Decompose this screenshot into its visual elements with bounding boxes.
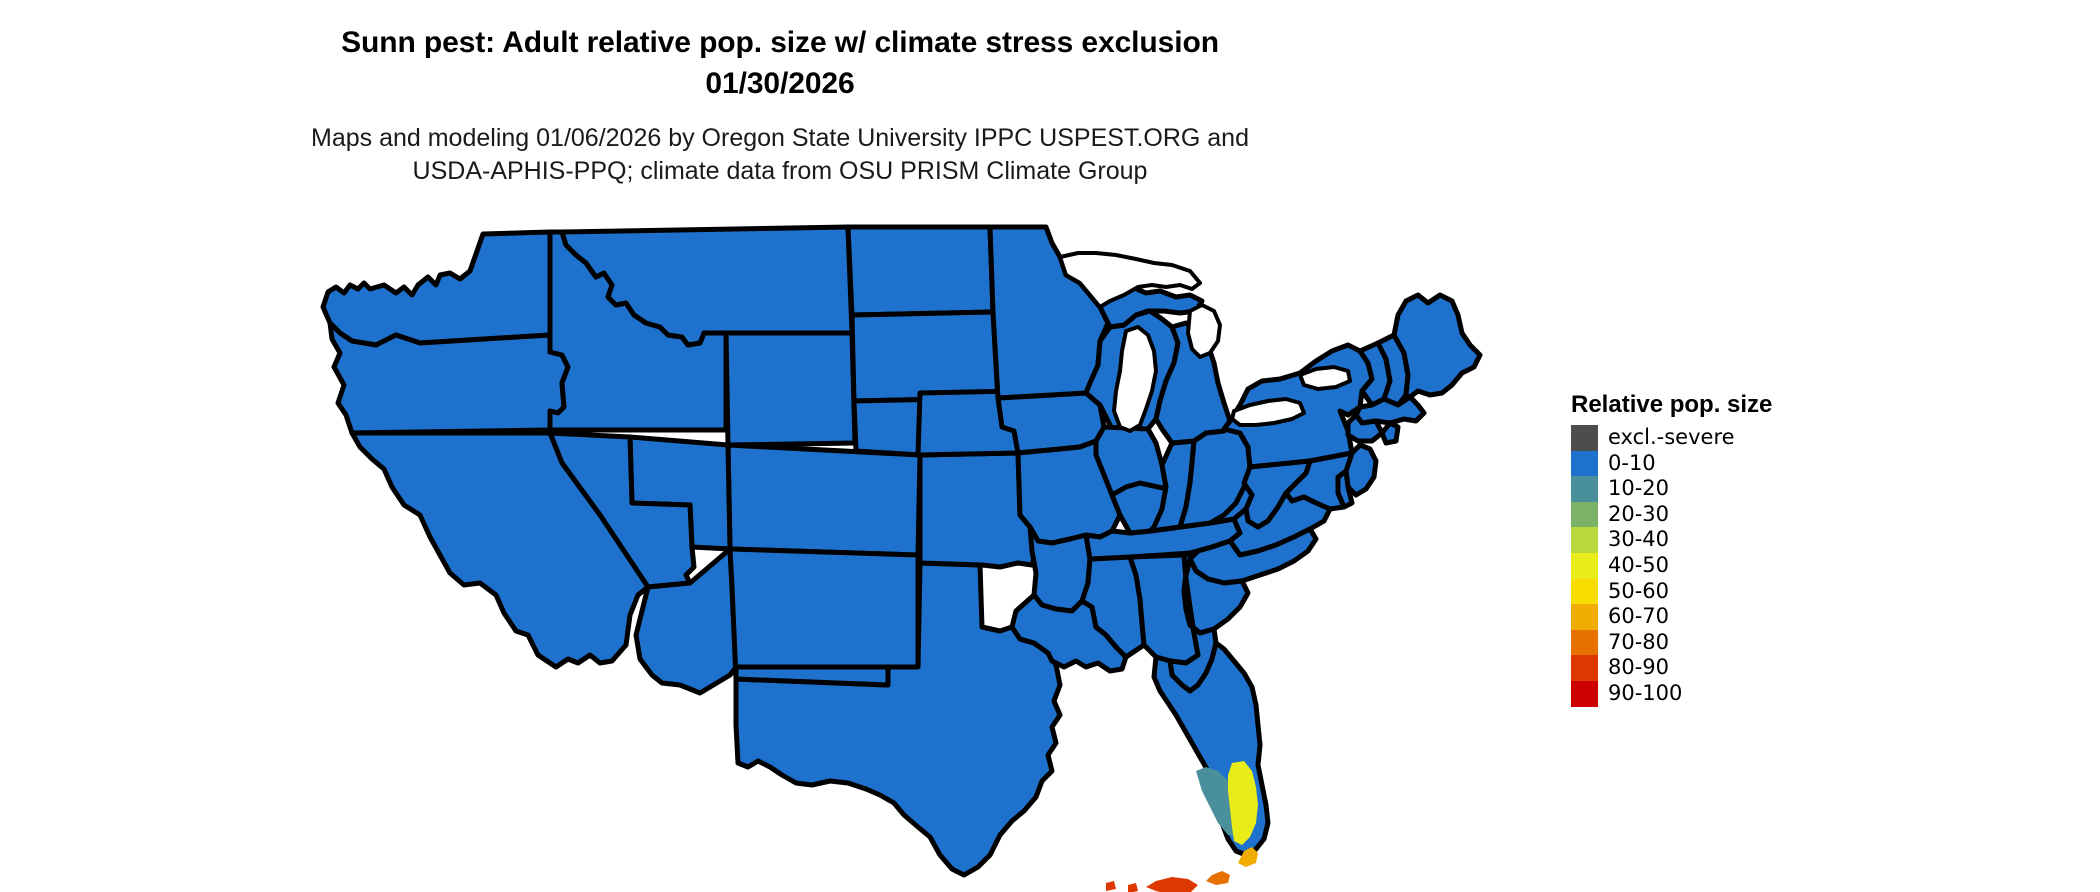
legend-entry-label: excl.-severe <box>1608 425 1735 449</box>
legend-entry-label: 0-10 <box>1608 450 1656 475</box>
state-washington <box>320 229 553 348</box>
legend-color-swatch <box>1571 680 1598 707</box>
us-map-svg <box>320 224 1483 892</box>
legend-entry-label: 70-80 <box>1608 629 1670 654</box>
legend-entry: excl.-severe <box>1571 425 1772 451</box>
lake-ontario <box>1298 365 1352 391</box>
state-wyoming <box>723 330 858 448</box>
lake-michigan <box>1112 325 1158 433</box>
legend-entry: 10-20 <box>1571 476 1772 502</box>
state-colorado <box>725 442 923 558</box>
legend-entry: 70-80 <box>1571 629 1772 656</box>
hotspot-keys-70-80 <box>1206 871 1230 885</box>
state-montana <box>559 224 855 348</box>
legend-entry: 40-50 <box>1571 552 1772 579</box>
state-connecticut <box>1345 412 1385 444</box>
legend-entry: 30-40 <box>1571 527 1772 553</box>
lake-huron <box>1186 303 1222 359</box>
legend-entry-label: 50-60 <box>1608 578 1670 603</box>
legend-entry-list: excl.-severe 0-10 10-20 20-30 30-40 40-50 50-6… <box>1571 425 1772 707</box>
legend-entry: 0-10 <box>1571 450 1772 477</box>
legend-entry-label: 40-50 <box>1608 552 1670 577</box>
hotspot-class-40-50 <box>1228 761 1258 845</box>
title-line-1: Sunn pest: Adult relative pop. size w/ c… <box>341 26 1219 59</box>
legend-entry: 60-70 <box>1571 604 1772 630</box>
lake-superior <box>1058 251 1202 309</box>
legend-color-swatch <box>1571 476 1598 502</box>
lake-erie <box>1230 397 1306 427</box>
legend-color-swatch <box>1571 527 1598 553</box>
legend-color-swatch <box>1571 552 1598 579</box>
legend-entry-label: 10-20 <box>1608 476 1670 501</box>
legend-title: Relative pop. size <box>1571 391 1773 418</box>
great-lakes-water <box>1058 251 1352 433</box>
title-line-2: 01/30/2026 <box>705 67 855 100</box>
legend-color-swatch <box>1571 425 1598 451</box>
state-south-dakota <box>849 309 1001 404</box>
legend-entry-label: 30-40 <box>1608 527 1670 552</box>
florida-hotspot-overlay <box>1106 761 1258 892</box>
subtitle-line-1: Maps and modeling 01/06/2026 by Oregon S… <box>311 124 1249 152</box>
legend-color-swatch <box>1571 655 1598 681</box>
legend-color-swatch <box>1571 450 1598 477</box>
state-louisiana <box>1009 592 1129 674</box>
legend-entry-label: 90-100 <box>1608 680 1683 705</box>
hotspot-class-60-70 <box>1238 847 1258 867</box>
subtitle-line-2: USDA-APHIS-PPQ; climate data from OSU PR… <box>412 157 1148 185</box>
us-choropleth-map <box>300 215 1560 892</box>
legend-entry-label: 20-30 <box>1608 501 1670 526</box>
legend-color-swatch <box>1571 578 1598 605</box>
legend-color-swatch <box>1571 501 1598 528</box>
page-title: Sunn pest: Adult relative pop. size w/ c… <box>0 22 1560 104</box>
map-states-group <box>320 224 1483 878</box>
legend-color-swatch <box>1571 629 1598 656</box>
state-maine <box>1391 292 1483 400</box>
attribution-subtitle: Maps and modeling 01/06/2026 by Oregon S… <box>0 122 1560 188</box>
state-california <box>349 430 651 670</box>
state-north-dakota <box>845 224 996 318</box>
hotspot-keys-80-90 <box>1146 877 1198 892</box>
hotspot-keys-dots <box>1106 881 1138 892</box>
legend-entry: 50-60 <box>1571 578 1772 605</box>
map-legend: Relative pop. size excl.-severe 0-10 10-20… <box>1571 392 1772 707</box>
legend-entry: 80-90 <box>1571 655 1772 681</box>
legend-entry: 90-100 <box>1571 680 1772 707</box>
state-rhode-island <box>1379 420 1401 446</box>
legend-entry: 20-30 <box>1571 501 1772 528</box>
legend-entry-label: 60-70 <box>1608 604 1670 629</box>
legend-entry-label: 80-90 <box>1608 655 1670 680</box>
legend-color-swatch <box>1571 604 1598 630</box>
